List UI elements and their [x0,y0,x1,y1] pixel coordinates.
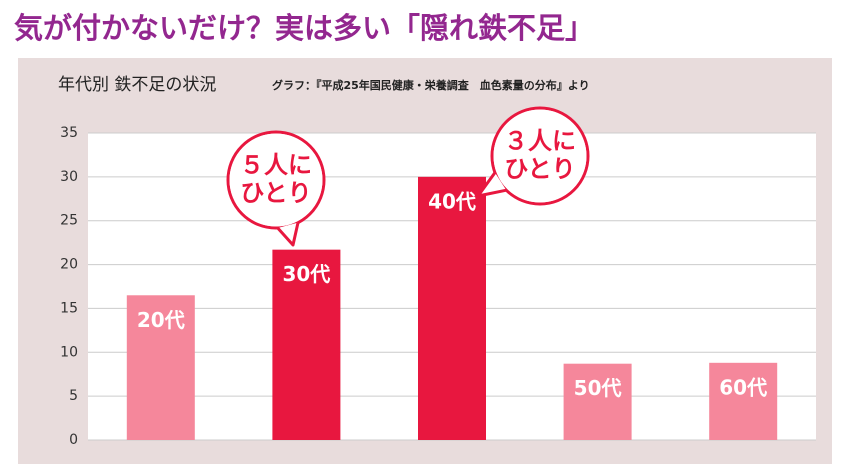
bar [418,176,486,440]
callout-tail [476,171,507,198]
y-tick-label: 20 [60,257,78,273]
y-tick-label: 10 [60,344,78,360]
bar [563,363,632,440]
y-tick-label: 15 [60,300,78,316]
bar [126,295,195,440]
callout-text: ひとり [240,179,311,207]
category-label: 60代 [719,375,767,399]
bar [272,249,341,440]
callout-text: ５人に [240,151,312,179]
y-tick-label: 0 [69,432,78,448]
chart-title: 気が付かないだけ？実は多い「隠れ鉄不足」 [14,11,594,45]
y-tick-label: 5 [69,388,78,404]
y-tick-label: 35 [60,125,78,141]
bar [709,362,778,440]
y-tick-label: 30 [60,169,78,185]
category-label: 40代 [428,189,476,213]
callout-text: ３人に [504,127,576,155]
callout-cover [493,109,587,203]
callout-cover [229,133,323,227]
callout-text: ひとり [504,155,575,183]
subtitle: 年代別 鉄不足の状況 [58,75,216,95]
category-label: 20代 [137,308,185,332]
source: グラフ：『平成25年国民健康・栄養調査 血色素量の分布』より [272,78,590,92]
callout-tail [276,222,300,247]
category-label: 50代 [574,376,622,400]
category-label: 30代 [282,262,330,286]
y-tick-label: 25 [60,213,78,229]
